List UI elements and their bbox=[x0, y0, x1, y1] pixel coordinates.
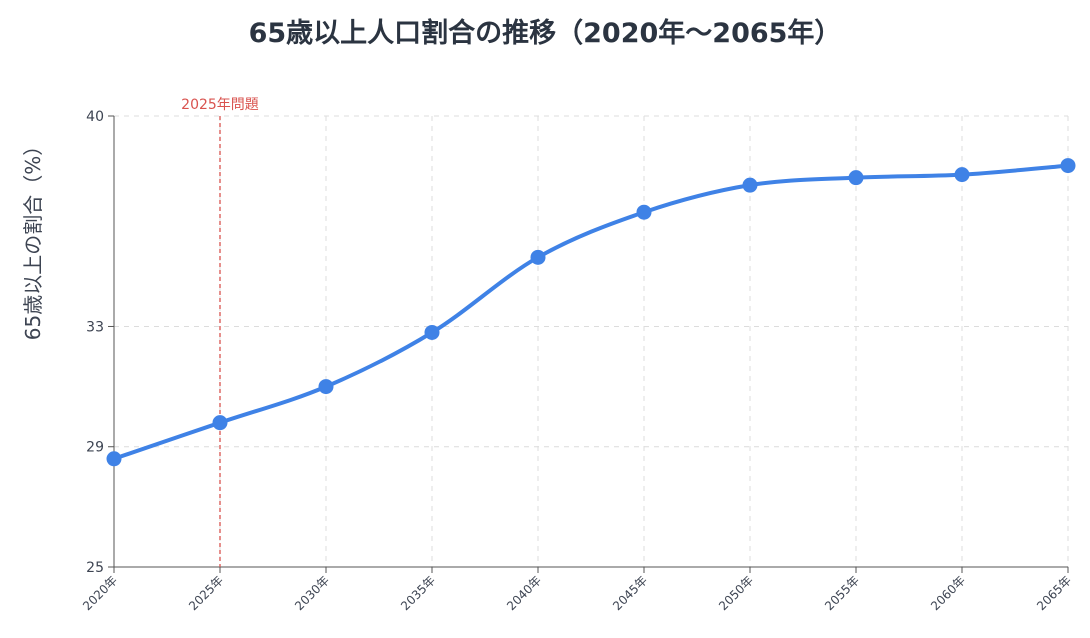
annotation-layer: 2025年問題 bbox=[181, 97, 259, 567]
data-point[interactable] bbox=[954, 167, 970, 183]
y-tick-label: 40 bbox=[86, 109, 104, 125]
x-tick-label: 2055年 bbox=[822, 573, 862, 613]
y-axis-label: 65歳以上の割合（%） bbox=[21, 136, 45, 340]
x-tick-label: 2020年 bbox=[80, 573, 120, 613]
x-tick-label: 2050年 bbox=[716, 573, 756, 613]
series-layer bbox=[106, 158, 1076, 467]
data-point[interactable] bbox=[106, 451, 122, 467]
x-tick-label: 2030年 bbox=[292, 573, 332, 613]
series-line bbox=[112, 163, 1070, 461]
data-point[interactable] bbox=[742, 177, 758, 193]
grid-layer bbox=[114, 115, 1069, 567]
data-point[interactable] bbox=[318, 379, 334, 395]
x-tick-label: 2035年 bbox=[398, 573, 438, 613]
y-tick-label: 29 bbox=[86, 440, 104, 456]
data-point[interactable] bbox=[848, 170, 864, 186]
data-point[interactable] bbox=[424, 324, 440, 340]
y-tick-label: 33 bbox=[86, 319, 104, 335]
data-point[interactable] bbox=[636, 204, 652, 220]
x-tick-label: 2045年 bbox=[610, 573, 650, 613]
x-tick-label: 2060年 bbox=[928, 573, 968, 613]
data-point[interactable] bbox=[212, 415, 228, 431]
data-point[interactable] bbox=[530, 249, 546, 265]
axis-layer: 2020年 2025年 2030年 2035年 2040年 2045年 2050年 2055年… bbox=[80, 109, 1074, 613]
data-point[interactable] bbox=[1060, 158, 1076, 174]
annotation-label: 2025年問題 bbox=[181, 97, 259, 113]
x-tick-label: 2040年 bbox=[504, 573, 544, 613]
chart-title: 65歳以上人口割合の推移（2020年〜2065年） bbox=[249, 17, 842, 49]
x-tick-label: 2065年 bbox=[1034, 573, 1074, 613]
y-tick-label: 25 bbox=[86, 560, 104, 576]
x-tick-label: 2025年 bbox=[186, 573, 226, 613]
